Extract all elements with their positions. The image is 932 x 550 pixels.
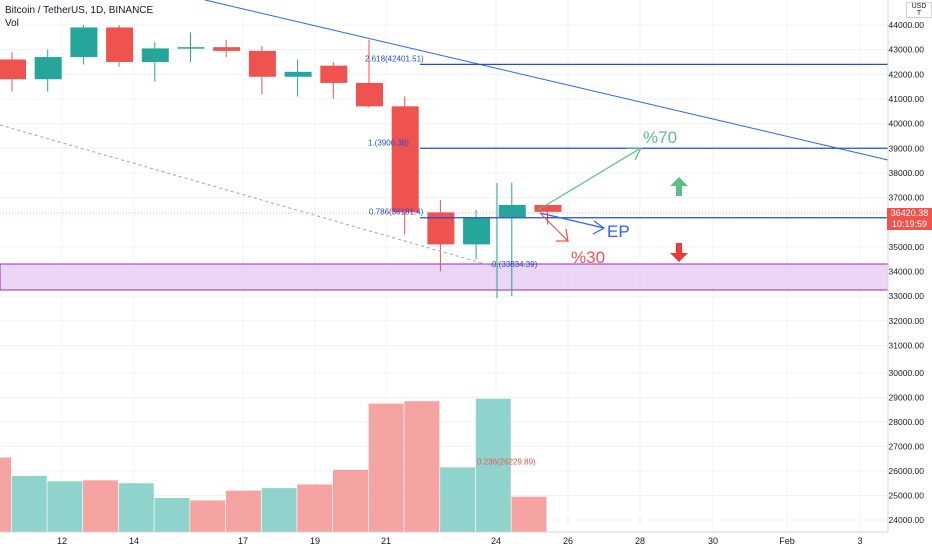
dashed-trendline	[0, 124, 493, 267]
candle-body	[106, 27, 134, 62]
bullish-target-label: %70	[643, 128, 677, 147]
price-tick-label: 30000.00	[889, 368, 925, 378]
time-tick-label: 12	[57, 536, 67, 546]
price-tick-label: 44000.00	[889, 20, 925, 30]
time-tick-label: 19	[310, 536, 320, 546]
volume-bar	[83, 480, 119, 532]
price-tick-label: 29000.00	[889, 393, 925, 403]
time-tick-label: 3	[857, 536, 862, 546]
last-price-value: 36420.38	[890, 208, 929, 218]
price-tick-label: 34000.00	[889, 267, 925, 277]
price-tick-label: 26000.00	[889, 466, 925, 476]
symbol-title: Bitcoin / TetherUS, 1D, BINANCE	[5, 5, 154, 16]
price-tick-label: 41000.00	[889, 94, 925, 104]
descending-trendline	[204, 0, 889, 161]
candle-body	[391, 106, 419, 213]
time-tick-label: 28	[635, 536, 645, 546]
price-axis: 44000.00 43000.00 42000.00 41000.00 40000.00…	[887, 0, 932, 550]
candle-body	[213, 47, 241, 51]
volume-bar	[368, 403, 404, 532]
currency-badge[interactable]: USD T	[906, 2, 932, 18]
support-zone	[0, 263, 889, 291]
time-tick-label: 14	[129, 536, 139, 546]
time-tick-label: 30	[708, 536, 718, 546]
candle-body	[356, 82, 383, 107]
volume-bar	[118, 483, 154, 532]
arrow-down-icon	[670, 243, 688, 262]
volume-bar	[297, 484, 333, 532]
candle-body	[320, 65, 348, 83]
last-price-label: 36420.38 10:19:59	[887, 208, 932, 230]
volume-bar	[190, 500, 226, 532]
time-axis: 12 14 17 19 21 24 26 28 30 Feb 3	[0, 531, 888, 546]
volume-bar	[11, 475, 47, 532]
volume-bar	[440, 467, 476, 532]
bullish-arrowhead	[627, 147, 642, 161]
entry-arrowhead	[592, 220, 606, 235]
fib-level-label: 2.618(42401.51)	[365, 54, 424, 63]
fib-level-label: 0.(33834.39)	[492, 260, 538, 269]
currency-badge-line1: USD	[911, 3, 927, 10]
candle-body	[141, 48, 169, 62]
volume-bar	[475, 398, 511, 532]
price-tick-label: 42000.00	[889, 69, 925, 79]
price-tick-label: 27000.00	[889, 442, 925, 452]
candle-body	[284, 71, 312, 77]
candle-body	[463, 217, 491, 245]
price-tick-label: 35000.00	[889, 242, 925, 252]
price-tick-label: 39000.00	[889, 143, 925, 153]
drawings: 2.618(42401.51) 1.(3906.38) 0.786(36181.4)…	[0, 0, 889, 466]
time-tick-label: 24	[491, 536, 501, 546]
price-tick-label: 31000.00	[889, 340, 925, 350]
volume-bar	[0, 457, 11, 532]
candle-body	[248, 50, 276, 77]
candle-body	[498, 204, 526, 218]
candle-body	[70, 27, 98, 58]
price-tick-label: 43000.00	[889, 45, 925, 55]
arrow-up-icon	[670, 177, 688, 196]
candle-body	[177, 47, 205, 49]
time-tick-label: 17	[238, 536, 248, 546]
price-tick-label: 28000.00	[889, 417, 925, 427]
price-tick-label: 32000.00	[889, 316, 925, 326]
candle-body	[34, 57, 62, 80]
price-tick-label: 37000.00	[889, 193, 925, 203]
time-tick-label: Feb	[779, 536, 795, 546]
fib-level-label: 1.(3906.38)	[368, 138, 409, 147]
candle-body	[534, 204, 562, 212]
bullish-projection-line	[537, 147, 642, 211]
candle-body	[0, 59, 26, 80]
time-tick-label: 26	[563, 536, 573, 546]
entry-point-label: EP	[607, 222, 630, 241]
fib-level-label: 0.236(26229.89)	[477, 457, 536, 466]
volume-label: Vol	[5, 18, 19, 29]
time-tick-label: 21	[381, 536, 391, 546]
bearish-projection-line	[539, 212, 569, 242]
price-tick-label: 38000.00	[889, 168, 925, 178]
candles	[0, 25, 562, 297]
volume-bar	[47, 481, 83, 532]
volume-bar	[511, 496, 547, 532]
price-tick-label: 25000.00	[889, 491, 925, 501]
price-tick-label: 24000.00	[889, 515, 925, 525]
volume-bar	[404, 401, 440, 532]
volume-bar	[225, 490, 261, 532]
volume-bar	[333, 469, 368, 532]
price-tick-label: 33000.00	[889, 291, 925, 301]
price-tick-label: 40000.00	[889, 119, 925, 129]
bearish-target-label: %30	[571, 248, 605, 267]
volume-bar	[154, 497, 190, 532]
entry-projection-line	[539, 212, 605, 229]
last-price-countdown: 10:19:59	[891, 219, 928, 229]
volume-bar	[261, 488, 297, 532]
price-axis-bg	[888, 0, 932, 550]
volume-bars	[0, 398, 547, 532]
fib-level-label: 0.786(36181.4)	[369, 208, 424, 217]
currency-badge-line2: T	[916, 10, 922, 17]
bearish-arrowhead	[556, 228, 569, 242]
